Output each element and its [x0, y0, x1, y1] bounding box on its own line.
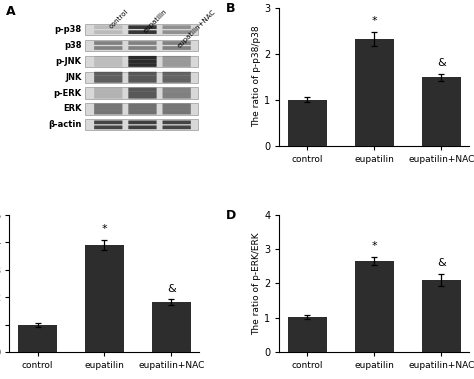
Bar: [18, 325, 57, 352]
FancyBboxPatch shape: [128, 107, 156, 111]
FancyBboxPatch shape: [128, 72, 156, 75]
FancyBboxPatch shape: [128, 75, 156, 79]
FancyBboxPatch shape: [163, 60, 191, 63]
FancyBboxPatch shape: [94, 79, 122, 83]
Bar: [355, 261, 394, 352]
FancyBboxPatch shape: [85, 119, 198, 130]
FancyBboxPatch shape: [128, 60, 156, 63]
Text: *: *: [101, 224, 107, 234]
FancyBboxPatch shape: [85, 56, 198, 67]
FancyBboxPatch shape: [163, 125, 191, 129]
Text: p-p38: p-p38: [55, 25, 82, 34]
FancyBboxPatch shape: [85, 40, 198, 51]
FancyBboxPatch shape: [128, 121, 156, 124]
FancyBboxPatch shape: [94, 125, 122, 129]
FancyBboxPatch shape: [163, 79, 191, 83]
FancyBboxPatch shape: [128, 25, 156, 29]
FancyBboxPatch shape: [128, 30, 156, 34]
FancyBboxPatch shape: [128, 63, 156, 67]
FancyBboxPatch shape: [94, 63, 122, 67]
Bar: [355, 39, 394, 146]
Text: β-actin: β-actin: [48, 121, 82, 129]
FancyBboxPatch shape: [163, 46, 191, 50]
Text: JNK: JNK: [65, 73, 82, 82]
Text: p-JNK: p-JNK: [55, 57, 82, 66]
FancyBboxPatch shape: [128, 46, 156, 50]
FancyBboxPatch shape: [85, 24, 198, 35]
FancyBboxPatch shape: [163, 25, 191, 29]
FancyBboxPatch shape: [128, 41, 156, 45]
Bar: [152, 302, 191, 352]
Text: B: B: [226, 2, 236, 15]
FancyBboxPatch shape: [163, 121, 191, 124]
FancyBboxPatch shape: [94, 88, 122, 91]
FancyBboxPatch shape: [163, 103, 191, 107]
FancyBboxPatch shape: [94, 95, 122, 99]
FancyBboxPatch shape: [128, 56, 156, 60]
FancyBboxPatch shape: [94, 91, 122, 95]
FancyBboxPatch shape: [163, 95, 191, 99]
Text: eupatilin+NAC: eupatilin+NAC: [177, 8, 217, 49]
Text: eupatilin: eupatilin: [143, 8, 168, 34]
FancyBboxPatch shape: [94, 56, 122, 60]
FancyBboxPatch shape: [94, 30, 122, 34]
FancyBboxPatch shape: [128, 103, 156, 107]
FancyBboxPatch shape: [128, 95, 156, 99]
FancyBboxPatch shape: [94, 107, 122, 111]
FancyBboxPatch shape: [85, 88, 198, 99]
FancyBboxPatch shape: [163, 88, 191, 91]
Y-axis label: The ratio of p-ERK/ERK: The ratio of p-ERK/ERK: [252, 232, 261, 335]
Text: *: *: [372, 241, 377, 251]
FancyBboxPatch shape: [163, 30, 191, 34]
FancyBboxPatch shape: [94, 60, 122, 63]
Text: &: &: [437, 58, 446, 68]
Text: &: &: [167, 284, 176, 294]
FancyBboxPatch shape: [128, 88, 156, 91]
Text: D: D: [226, 209, 237, 222]
Text: *: *: [372, 16, 377, 27]
FancyBboxPatch shape: [94, 25, 122, 29]
Y-axis label: The ratio of p-p38/p38: The ratio of p-p38/p38: [252, 26, 261, 127]
FancyBboxPatch shape: [85, 103, 198, 114]
Text: p-ERK: p-ERK: [54, 89, 82, 98]
FancyBboxPatch shape: [163, 91, 191, 95]
Bar: [422, 77, 461, 146]
FancyBboxPatch shape: [94, 103, 122, 107]
Bar: [288, 100, 327, 146]
Text: p38: p38: [64, 41, 82, 50]
Text: ERK: ERK: [63, 105, 82, 113]
FancyBboxPatch shape: [163, 111, 191, 114]
FancyBboxPatch shape: [128, 111, 156, 114]
FancyBboxPatch shape: [94, 111, 122, 114]
FancyBboxPatch shape: [163, 107, 191, 111]
FancyBboxPatch shape: [94, 72, 122, 75]
Bar: [85, 245, 124, 352]
FancyBboxPatch shape: [163, 75, 191, 79]
Text: A: A: [6, 5, 15, 18]
FancyBboxPatch shape: [85, 72, 198, 83]
FancyBboxPatch shape: [94, 121, 122, 124]
Text: control: control: [108, 8, 130, 30]
FancyBboxPatch shape: [128, 79, 156, 83]
FancyBboxPatch shape: [163, 72, 191, 75]
Bar: [288, 317, 327, 352]
FancyBboxPatch shape: [94, 46, 122, 50]
FancyBboxPatch shape: [128, 91, 156, 95]
FancyBboxPatch shape: [94, 41, 122, 45]
FancyBboxPatch shape: [128, 125, 156, 129]
FancyBboxPatch shape: [163, 56, 191, 60]
Text: &: &: [437, 258, 446, 268]
FancyBboxPatch shape: [163, 63, 191, 67]
Bar: [422, 280, 461, 352]
FancyBboxPatch shape: [94, 75, 122, 79]
FancyBboxPatch shape: [163, 41, 191, 45]
